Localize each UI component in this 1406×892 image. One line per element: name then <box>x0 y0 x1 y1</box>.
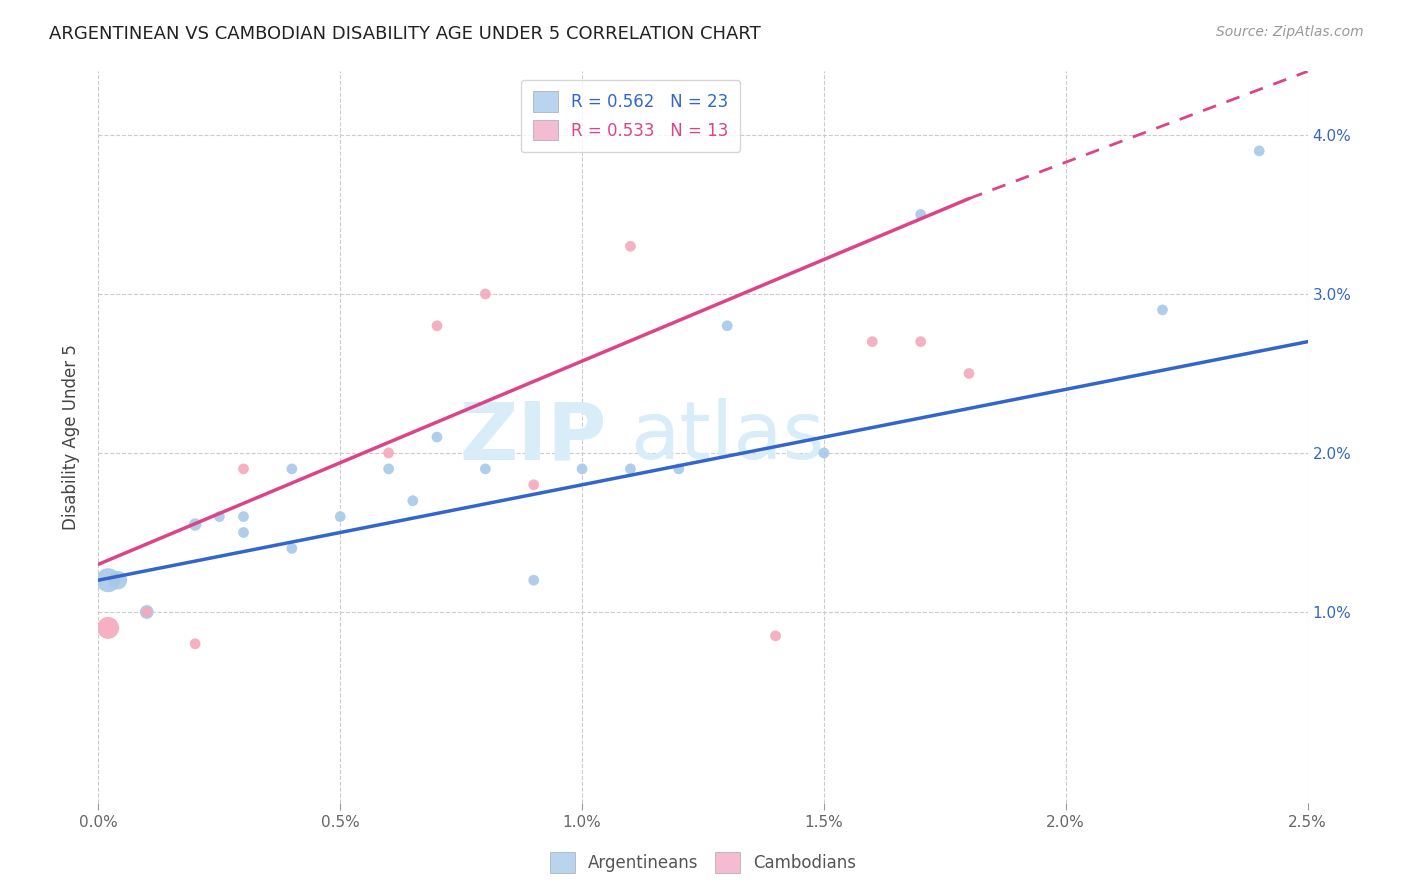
Point <box>232 525 254 540</box>
Text: atlas: atlas <box>630 398 825 476</box>
Point <box>668 462 690 476</box>
Point <box>910 334 932 349</box>
Point <box>281 541 304 556</box>
Point <box>426 430 449 444</box>
Point <box>619 239 641 253</box>
Point <box>523 573 546 587</box>
Point <box>1249 144 1271 158</box>
Point <box>377 446 399 460</box>
Point <box>377 462 399 476</box>
Point <box>957 367 980 381</box>
Legend: Argentineans, Cambodians: Argentineans, Cambodians <box>543 846 863 880</box>
Point <box>619 462 641 476</box>
Point <box>813 446 835 460</box>
Point <box>910 207 932 221</box>
Point <box>474 287 496 301</box>
Point <box>1152 302 1174 317</box>
Point <box>184 637 207 651</box>
Point <box>402 493 425 508</box>
Point <box>135 605 157 619</box>
Legend: R = 0.562   N = 23, R = 0.533   N = 13: R = 0.562 N = 23, R = 0.533 N = 13 <box>522 79 740 152</box>
Point <box>184 517 207 532</box>
Point <box>474 462 496 476</box>
Point <box>97 621 120 635</box>
Text: Source: ZipAtlas.com: Source: ZipAtlas.com <box>1216 25 1364 39</box>
Point <box>329 509 352 524</box>
Point <box>571 462 593 476</box>
Point <box>135 605 157 619</box>
Point <box>765 629 787 643</box>
Point <box>860 334 883 349</box>
Point <box>232 509 254 524</box>
Point <box>523 477 546 491</box>
Text: ZIP: ZIP <box>458 398 606 476</box>
Point <box>107 573 129 587</box>
Point <box>208 509 231 524</box>
Point <box>281 462 304 476</box>
Point <box>716 318 738 333</box>
Point <box>426 318 449 333</box>
Point <box>97 573 120 587</box>
Y-axis label: Disability Age Under 5: Disability Age Under 5 <box>62 344 80 530</box>
Text: ARGENTINEAN VS CAMBODIAN DISABILITY AGE UNDER 5 CORRELATION CHART: ARGENTINEAN VS CAMBODIAN DISABILITY AGE … <box>49 25 761 43</box>
Point <box>232 462 254 476</box>
